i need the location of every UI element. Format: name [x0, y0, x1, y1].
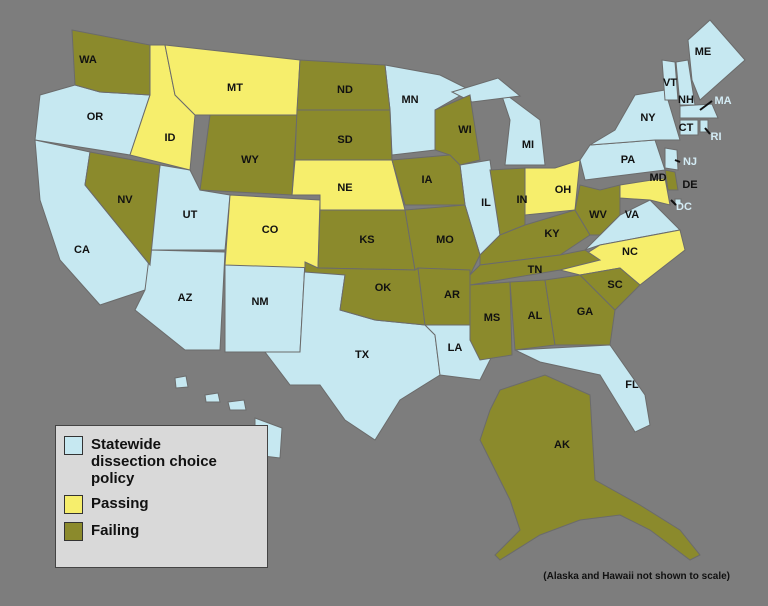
- state-label: CT: [679, 122, 694, 134]
- state-label: ND: [337, 84, 353, 96]
- state-shape: [174, 375, 189, 389]
- state-label: OR: [87, 111, 104, 123]
- state-label: PA: [621, 154, 636, 166]
- state-label: NM: [251, 296, 268, 308]
- state-label: WI: [458, 124, 471, 136]
- state-shape: [664, 147, 679, 171]
- state-shape: [227, 399, 247, 411]
- state-shape: [661, 59, 679, 101]
- state-label: DC: [676, 201, 692, 213]
- state-shape: [469, 249, 602, 286]
- state-label: RI: [711, 131, 722, 143]
- state-label: AZ: [178, 292, 193, 304]
- label-arrow: [699, 100, 713, 111]
- state-label: CO: [262, 224, 279, 236]
- state-shape: [469, 281, 513, 361]
- label-arrow: [704, 127, 711, 135]
- state-label: NE: [337, 182, 352, 194]
- state-label: AR: [444, 289, 460, 301]
- state-label: TX: [355, 349, 370, 361]
- legend-swatch: [64, 436, 83, 455]
- state-label: ID: [165, 132, 176, 144]
- state-label: WV: [589, 209, 607, 221]
- state-label: OH: [555, 184, 572, 196]
- state-shape: [199, 114, 298, 196]
- state-label: NY: [640, 112, 656, 124]
- state-shape: [499, 88, 546, 166]
- label-arrow: [670, 199, 677, 206]
- state-label: KY: [544, 228, 560, 240]
- state-label: MT: [227, 82, 243, 94]
- state-label: MI: [522, 139, 534, 151]
- state-shape: [524, 159, 581, 216]
- legend-label: Passing: [91, 495, 149, 512]
- state-shape: [579, 139, 666, 181]
- legend-swatch: [64, 522, 83, 541]
- state-label: IL: [481, 197, 491, 209]
- state-label: SC: [607, 279, 622, 291]
- state-label: FL: [625, 379, 639, 391]
- state-label: UT: [183, 209, 198, 221]
- state-shape: [391, 154, 466, 206]
- state-label: KS: [359, 234, 374, 246]
- state-label: ME: [695, 46, 712, 58]
- state-label: NH: [678, 94, 694, 106]
- state-label: SD: [337, 134, 352, 146]
- scale-note: (Alaska and Hawaii not shown to scale): [543, 571, 730, 582]
- state-shape: [304, 261, 426, 326]
- state-label: IN: [517, 194, 528, 206]
- state-label: NC: [622, 246, 638, 258]
- legend-item: Statewide dissection choice policy: [64, 436, 259, 487]
- legend-item: Passing: [64, 495, 259, 514]
- state-shape: [479, 374, 701, 561]
- state-shape: [514, 344, 651, 433]
- legend-swatch: [64, 495, 83, 514]
- state-shape: [164, 44, 301, 116]
- state-label: CA: [74, 244, 90, 256]
- legend-item: Failing: [64, 522, 259, 541]
- state-label: NJ: [683, 156, 697, 168]
- state-shape: [84, 151, 161, 267]
- state-label: VT: [663, 77, 677, 89]
- state-shape: [434, 94, 481, 166]
- state-label: OK: [375, 282, 392, 294]
- state-label: VA: [625, 209, 640, 221]
- state-label: GA: [577, 306, 594, 318]
- state-shape: [574, 184, 621, 236]
- state-shape: [679, 119, 699, 136]
- legend: Statewide dissection choice policy Passin…: [55, 425, 268, 568]
- state-label: WY: [241, 154, 259, 166]
- state-label: DE: [682, 179, 697, 191]
- state-label: TN: [528, 264, 543, 276]
- state-shape: [578, 267, 641, 311]
- state-shape: [71, 29, 151, 96]
- state-label: AK: [554, 439, 570, 451]
- label-arrow: [674, 159, 681, 163]
- state-label: MA: [714, 95, 731, 107]
- state-shape: [664, 169, 679, 191]
- state-label: IA: [422, 174, 433, 186]
- state-label: WA: [79, 54, 97, 66]
- state-shape: [687, 19, 746, 101]
- state-label: AL: [528, 310, 543, 322]
- state-shape: [679, 103, 719, 119]
- state-shape: [204, 392, 221, 403]
- state-label: MS: [484, 312, 501, 324]
- state-label: LA: [448, 342, 463, 354]
- state-label: MD: [649, 172, 666, 184]
- legend-label: Statewide dissection choice policy: [91, 436, 217, 487]
- legend-label: Failing: [91, 522, 140, 539]
- state-label: NV: [117, 194, 133, 206]
- state-label: MO: [436, 234, 454, 246]
- state-label: MN: [401, 94, 418, 106]
